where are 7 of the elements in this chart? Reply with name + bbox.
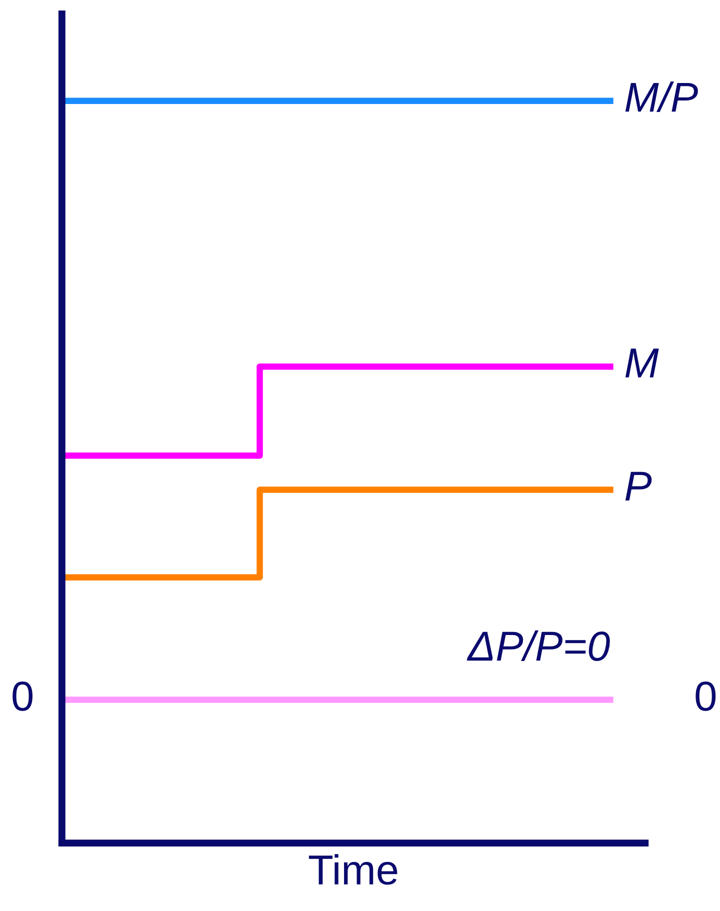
text: 0 [696, 681, 716, 711]
text: 0 [12, 681, 33, 711]
series-label: P [625, 472, 652, 501]
x-axis-title: Time [308, 854, 398, 885]
series-label: M [625, 348, 659, 378]
series-label: ΔP/P=0 [466, 630, 610, 662]
series-label: M/P [625, 81, 698, 112]
